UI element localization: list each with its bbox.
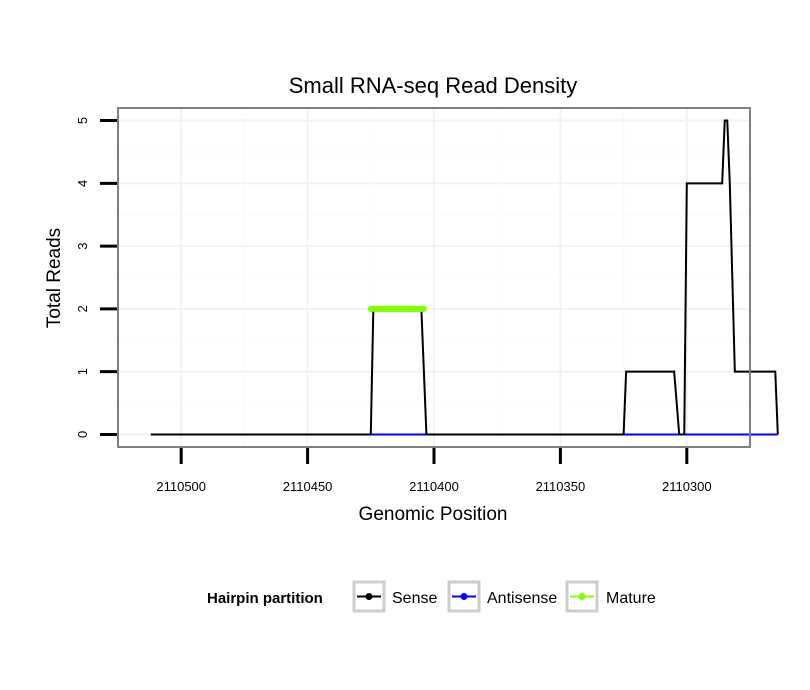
legend: Hairpin partition Sense Antisense Mature <box>207 580 656 613</box>
x-tick-label: 2110300 <box>662 479 712 494</box>
legend-label-sense: Sense <box>392 590 437 607</box>
y-tick-label: 4 <box>75 180 90 187</box>
legend-item-antisense: Antisense <box>447 580 557 613</box>
legend-item-mature: Mature <box>565 580 656 613</box>
legend-point-antisense <box>460 593 468 600</box>
plot-panel <box>117 107 779 448</box>
legend-item-sense: Sense <box>352 580 437 613</box>
x-axis-title: Genomic Position <box>359 504 508 525</box>
y-tick-label: 5 <box>75 117 90 124</box>
x-axis: 2110500 2110450 2110400 2110350 2110300 <box>156 448 712 494</box>
chart-title: Small RNA-seq Read Density <box>289 73 578 98</box>
legend-label-antisense: Antisense <box>487 590 557 607</box>
legend-point-mature <box>578 593 586 600</box>
y-tick-label: 0 <box>75 431 90 438</box>
series-layer <box>150 119 779 436</box>
y-tick-label: 1 <box>75 368 90 375</box>
legend-label-mature: Mature <box>606 590 656 607</box>
y-tick-label: 2 <box>75 305 90 312</box>
legend-title: Hairpin partition <box>207 590 323 607</box>
legend-point-sense <box>365 593 373 600</box>
x-tick-label: 2110350 <box>536 479 586 494</box>
y-tick-label: 3 <box>75 242 90 249</box>
plot-border <box>117 107 751 448</box>
x-tick-label: 2110500 <box>156 479 206 494</box>
x-tick-label: 2110450 <box>283 479 333 494</box>
y-axis: 0 1 2 3 4 5 <box>75 117 117 438</box>
x-tick-label: 2110400 <box>409 479 459 494</box>
y-axis-title: Total Reads <box>44 228 65 328</box>
